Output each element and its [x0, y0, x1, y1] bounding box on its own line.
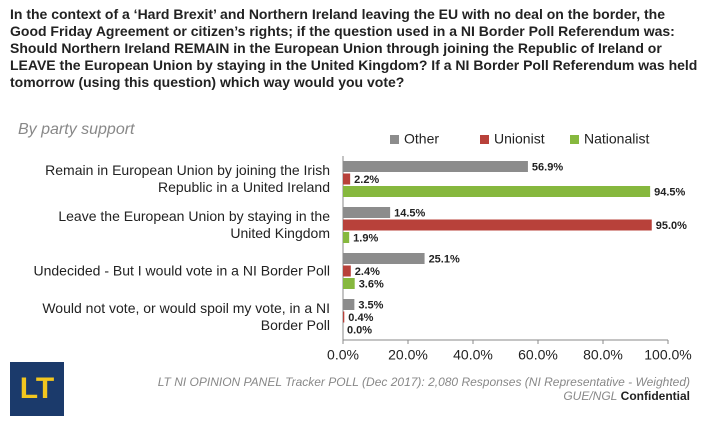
value-label: 3.5%	[358, 299, 383, 311]
value-label: 95.0%	[656, 220, 687, 232]
value-label: 0.0%	[347, 324, 372, 336]
bar	[343, 253, 425, 264]
bar	[343, 207, 391, 218]
x-tick-label: 100.0%	[644, 347, 691, 363]
x-tick-label: 40.0%	[453, 347, 493, 363]
x-tick-label: 20.0%	[388, 347, 428, 363]
logo: LT	[20, 372, 54, 405]
bar	[343, 219, 652, 231]
bar	[343, 173, 351, 185]
legend-label: Nationalist	[584, 131, 649, 147]
bar	[343, 161, 528, 172]
value-label: 2.4%	[355, 266, 380, 278]
value-label: 25.1%	[429, 253, 460, 265]
category-label: Undecided - But I would vote in a NI Bor…	[33, 262, 331, 279]
source: LT NI OPINION PANEL Tracker POLL (Dec 20…	[158, 375, 690, 389]
bar	[343, 186, 651, 197]
legend-swatch	[390, 135, 399, 144]
x-tick-label: 0.0%	[327, 347, 359, 363]
bar	[343, 232, 350, 243]
value-label: 56.9%	[532, 161, 563, 173]
subtitle: By party support	[18, 121, 135, 138]
category-label: Leave the European Union by staying in t…	[58, 208, 330, 241]
x-tick-label: 60.0%	[518, 347, 558, 363]
bar	[343, 299, 355, 310]
value-label: 1.9%	[353, 232, 378, 244]
value-label: 94.5%	[654, 186, 685, 198]
footer: GUE/NGL Confidential	[563, 389, 690, 403]
value-label: 3.6%	[359, 278, 384, 290]
footer-bold: Confidential	[621, 389, 690, 403]
legend-label: Other	[404, 131, 439, 147]
logo-box	[10, 362, 64, 416]
category-label: Remain in European Union by joining the …	[45, 162, 330, 195]
footer-text: GUE/NGL	[563, 389, 617, 403]
value-label: 2.2%	[354, 174, 379, 186]
category-label: Would not vote, or would spoil my vote, …	[42, 300, 330, 333]
x-tick-label: 80.0%	[583, 347, 623, 363]
title: In the context of a ‘Hard Brexit’ and No…	[10, 6, 698, 90]
legend-label: Unionist	[494, 131, 545, 147]
bar	[343, 311, 345, 323]
bar	[343, 278, 355, 289]
value-label: 14.5%	[394, 207, 425, 219]
legend-swatch	[570, 135, 579, 144]
bar	[343, 265, 351, 277]
value-label: 0.4%	[348, 312, 373, 324]
legend-swatch	[480, 135, 489, 144]
